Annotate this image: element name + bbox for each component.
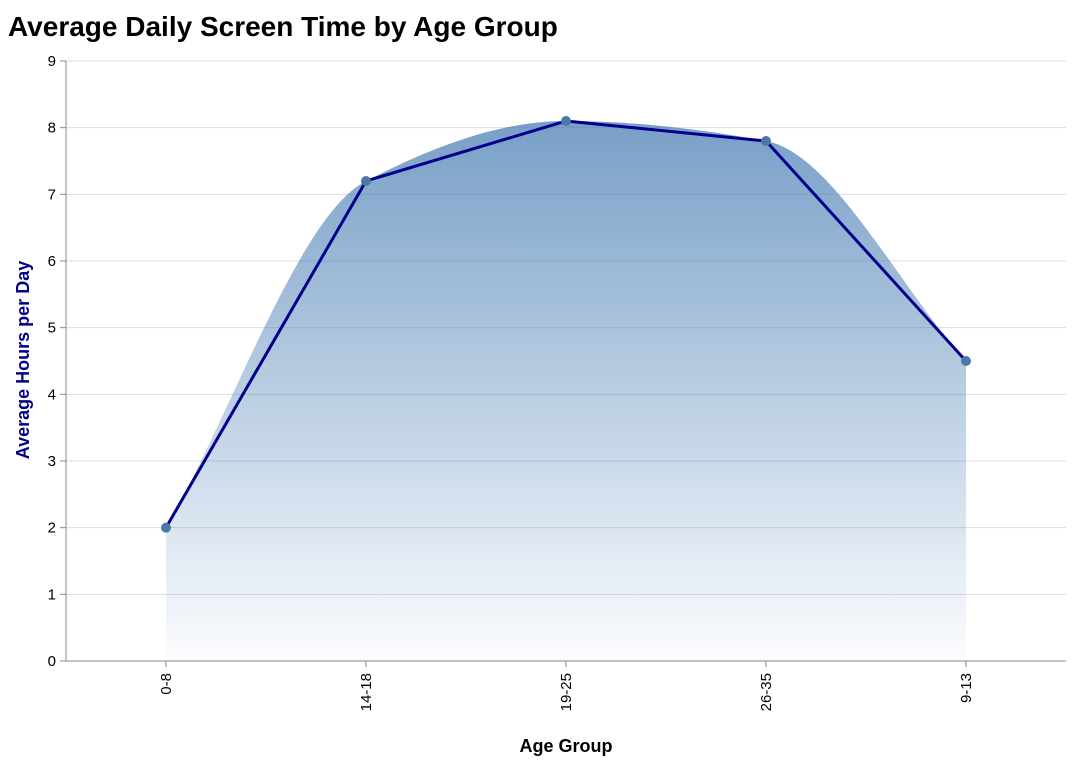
y-tick-label: 9 bbox=[48, 53, 56, 70]
data-point-19-25[interactable] bbox=[561, 116, 571, 126]
y-tick-label: 4 bbox=[48, 386, 56, 403]
x-axis-title: Age Group bbox=[520, 736, 613, 756]
y-tick-labels: 0 1 2 3 4 5 6 7 8 9 bbox=[48, 53, 56, 670]
y-tick-label: 3 bbox=[48, 453, 56, 470]
x-tick-labels: 0-8 14-18 19-25 26-35 9-13 bbox=[158, 673, 975, 711]
x-tick-label: 0-8 bbox=[158, 673, 175, 695]
x-tick-label: 9-13 bbox=[958, 673, 975, 703]
axes bbox=[60, 60, 1066, 667]
y-tick-label: 2 bbox=[48, 520, 56, 537]
x-tick-label: 26-35 bbox=[758, 673, 775, 711]
area-layer bbox=[166, 121, 966, 661]
y-tick-label: 5 bbox=[48, 320, 56, 337]
chart-title: Average Daily Screen Time by Age Group bbox=[8, 11, 558, 42]
data-point-0-8[interactable] bbox=[161, 522, 171, 533]
y-tick-label: 7 bbox=[48, 186, 56, 203]
y-tick-label: 6 bbox=[48, 253, 56, 270]
y-tick-label: 8 bbox=[48, 120, 56, 137]
x-tick-label: 14-18 bbox=[358, 673, 375, 711]
area-fill bbox=[166, 121, 966, 661]
data-point-26-35[interactable] bbox=[761, 136, 771, 146]
point-layer bbox=[161, 116, 971, 533]
y-axis-title: Average Hours per Day bbox=[13, 261, 33, 459]
y-tick-label: 1 bbox=[48, 586, 56, 603]
y-tick-label: 0 bbox=[48, 653, 56, 670]
x-tick-label: 19-25 bbox=[558, 673, 575, 711]
data-point-14-18[interactable] bbox=[361, 176, 371, 186]
data-point-9-13[interactable] bbox=[961, 356, 971, 366]
